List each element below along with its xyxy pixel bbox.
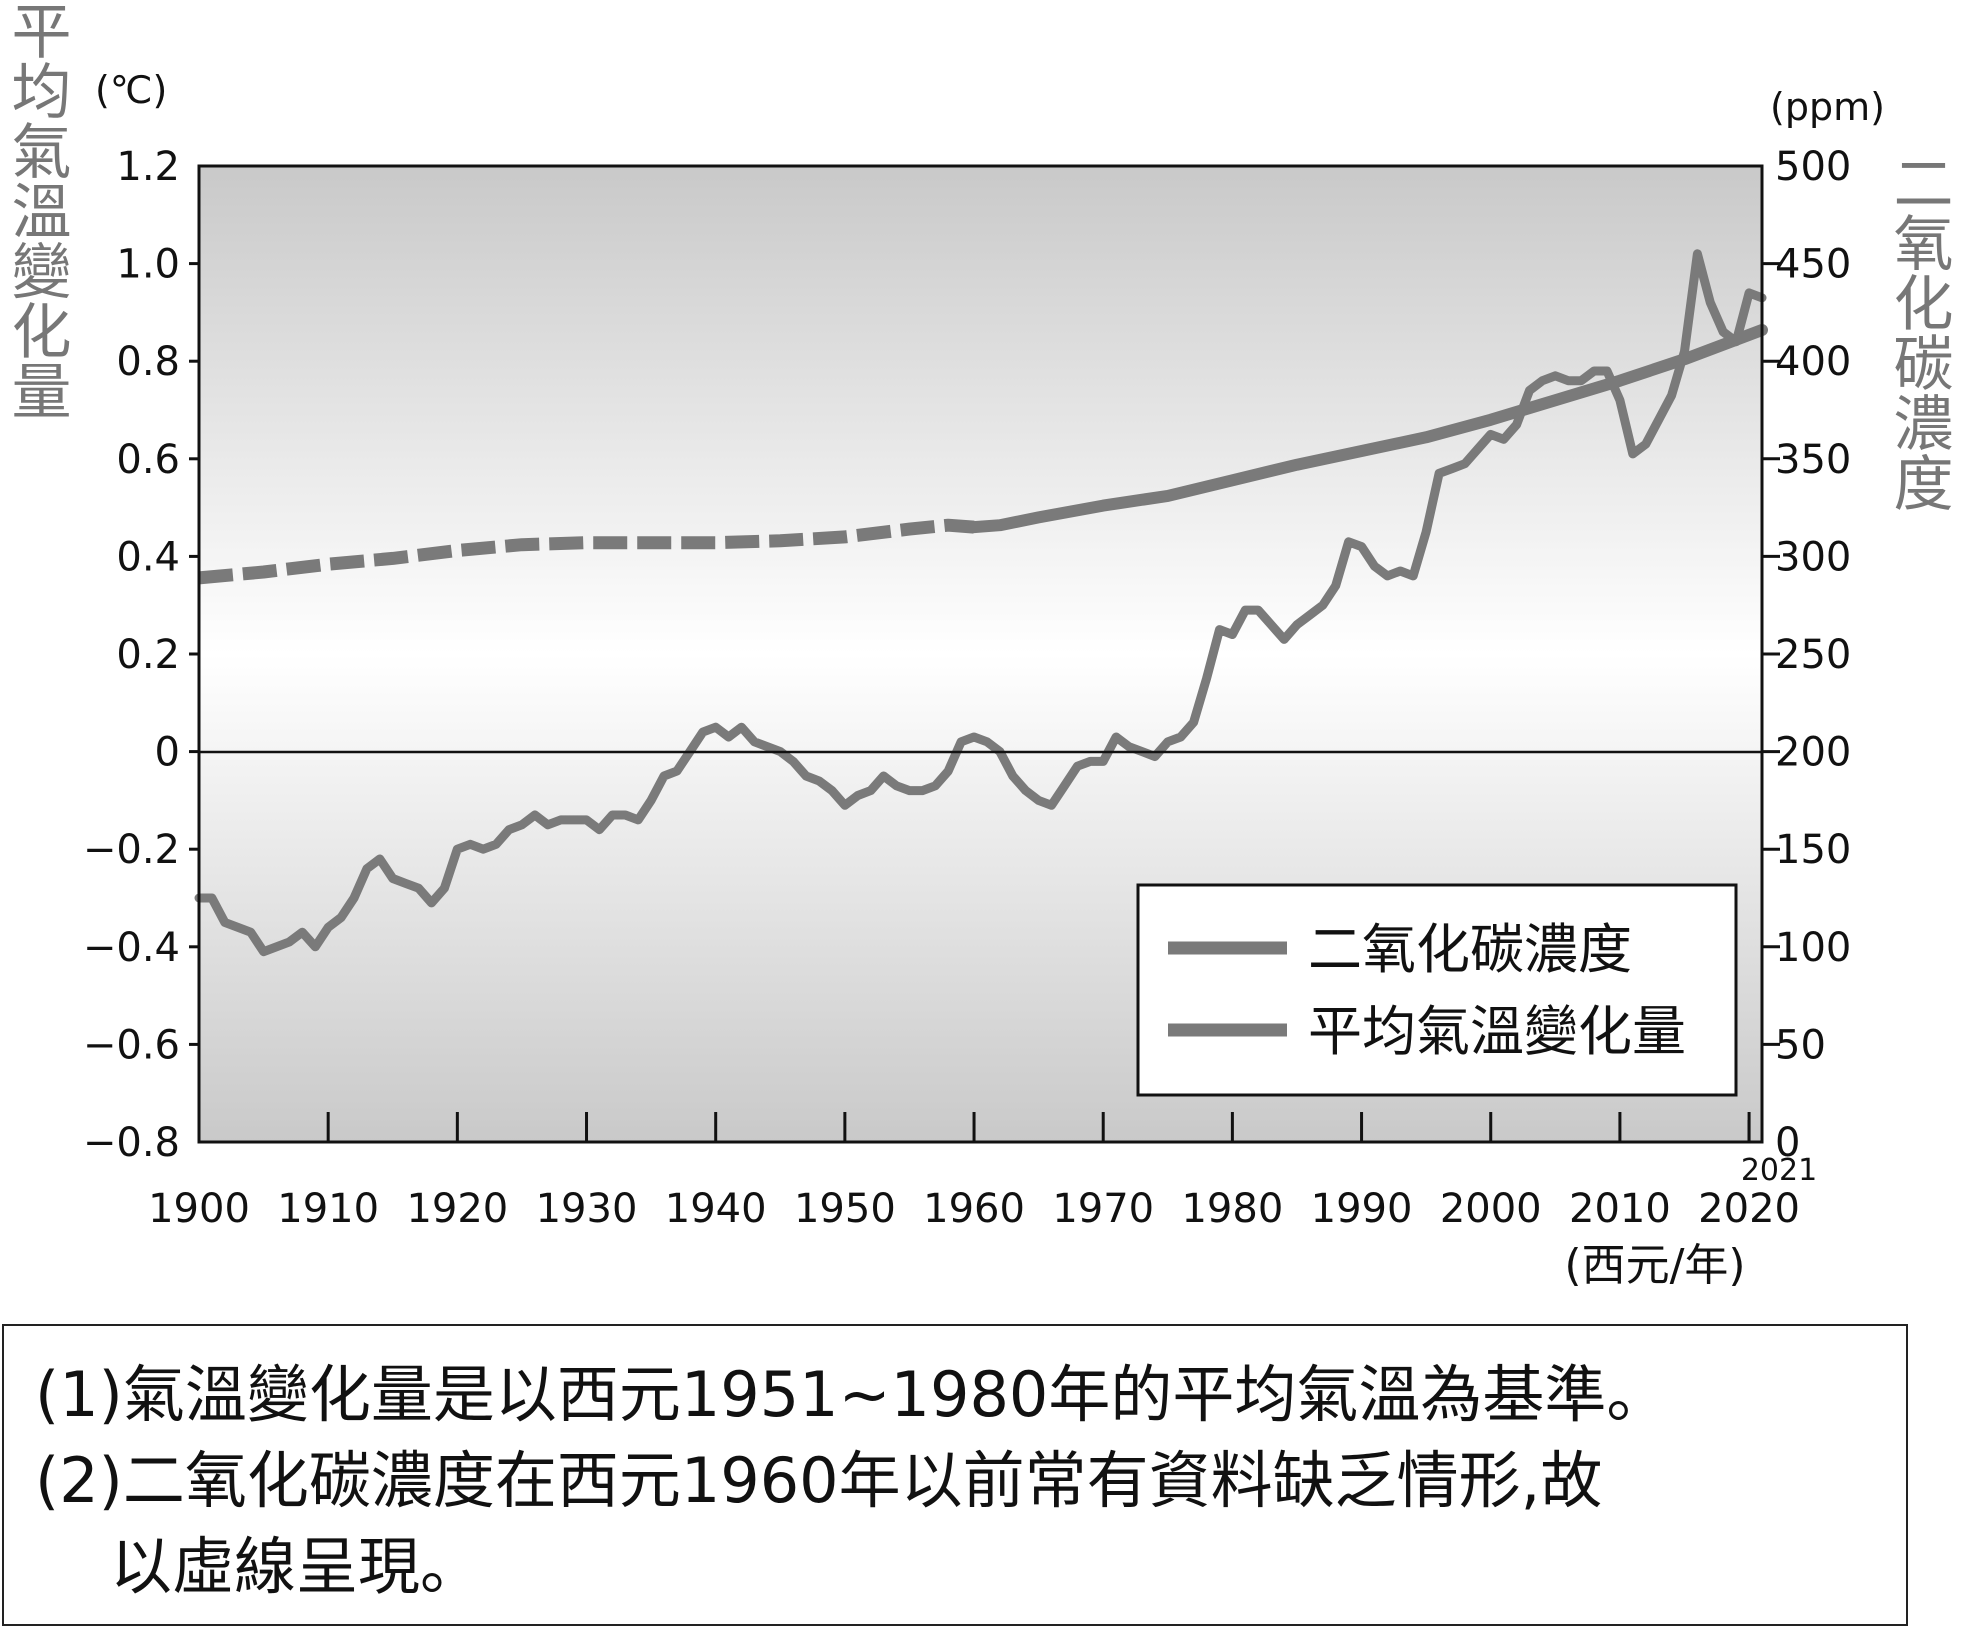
x-tick-label: 2000 bbox=[1440, 1186, 1542, 1232]
x-tick-marks bbox=[197, 1112, 1751, 1142]
note-2: (2)二氧化碳濃度在西元1960年以前常有資料缺乏情形,故 bbox=[35, 1444, 1603, 1517]
x-axis-unit: (西元/年) bbox=[1564, 1240, 1745, 1291]
plot-frame bbox=[197, 164, 1764, 1144]
legend-box bbox=[1136, 883, 1738, 1097]
series-layer bbox=[194, 249, 1768, 957]
legend-label-temp: 平均氣溫變化量 bbox=[1308, 1000, 1686, 1063]
x-tick-label: 1930 bbox=[536, 1186, 638, 1232]
left-tick-labels: 1.2 1.0 0.8 0.6 0.4 0.2 0 −0.2 −0.4 −0.6 −0.8 bbox=[83, 144, 180, 1166]
right-axis-unit: (ppm) bbox=[1770, 85, 1885, 129]
left-tick-label: 0 bbox=[155, 730, 180, 776]
right-tick-label: 400 bbox=[1775, 339, 1851, 385]
co2-dashed-line bbox=[198, 518, 975, 585]
right-axis-label: 二氧化碳濃度 bbox=[1883, 152, 1953, 512]
right-tick-marks bbox=[1762, 262, 1780, 1046]
note-3: 以虛線呈現。 bbox=[110, 1530, 483, 1603]
right-tick-label: 500 bbox=[1775, 144, 1851, 190]
note-1: (1)氣溫變化量是以西元1951~1980年的平均氣溫為基準。 bbox=[35, 1358, 1669, 1431]
right-tick-label: 200 bbox=[1775, 730, 1851, 776]
left-axis-unit: (℃) bbox=[95, 68, 167, 112]
x-tick-label: 1940 bbox=[665, 1186, 767, 1232]
left-tick-label: 1.2 bbox=[116, 144, 180, 190]
left-tick-label: −0.4 bbox=[83, 925, 180, 971]
left-axis-label: 平均氣溫變化量 bbox=[1, 0, 71, 420]
x-tick-labels: 1900 1910 1920 1930 1940 1950 1960 1970 1980 1990… bbox=[148, 1186, 1800, 1232]
legend: 二氧化碳濃度 平均氣溫變化量 bbox=[1136, 883, 1738, 1097]
left-tick-label: −0.2 bbox=[83, 827, 180, 873]
x-tick-label: 1910 bbox=[277, 1186, 379, 1232]
x-tick-label: 1920 bbox=[406, 1186, 508, 1232]
x-tick-label: 1980 bbox=[1181, 1186, 1283, 1232]
right-tick-label: 450 bbox=[1775, 242, 1851, 288]
x-tick-label: 1950 bbox=[794, 1186, 896, 1232]
left-tick-label: 0.4 bbox=[116, 534, 180, 580]
left-tick-label: −0.8 bbox=[83, 1120, 180, 1166]
x-tick-label: 1960 bbox=[923, 1186, 1025, 1232]
left-tick-label: 0.8 bbox=[116, 339, 180, 385]
x-end-label: 2021 bbox=[1741, 1153, 1817, 1188]
right-tick-label: 50 bbox=[1775, 1022, 1826, 1068]
right-tick-label: 300 bbox=[1775, 534, 1851, 580]
left-tick-label: 0.6 bbox=[116, 437, 180, 483]
x-tick-label: 1970 bbox=[1052, 1186, 1154, 1232]
left-tick-label: −0.6 bbox=[83, 1022, 180, 1068]
x-tick-label: 2010 bbox=[1569, 1186, 1671, 1232]
right-tick-label: 0 bbox=[1775, 1120, 1800, 1166]
x-tick-label: 2020 bbox=[1698, 1186, 1800, 1232]
notes-box bbox=[2, 1324, 1908, 1626]
right-tick-label: 350 bbox=[1775, 437, 1851, 483]
right-tick-label: 100 bbox=[1775, 925, 1851, 971]
right-tick-label: 250 bbox=[1775, 632, 1851, 678]
right-tick-label: 150 bbox=[1775, 827, 1851, 873]
left-tick-label: 0.2 bbox=[116, 632, 180, 678]
left-tick-marks bbox=[189, 262, 199, 1046]
legend-label-co2: 二氧化碳濃度 bbox=[1308, 918, 1632, 981]
x-tick-label: 1990 bbox=[1311, 1186, 1413, 1232]
x-tick-label: 1900 bbox=[148, 1186, 250, 1232]
left-tick-label: 1.0 bbox=[116, 242, 180, 288]
temperature-line bbox=[194, 249, 1767, 957]
